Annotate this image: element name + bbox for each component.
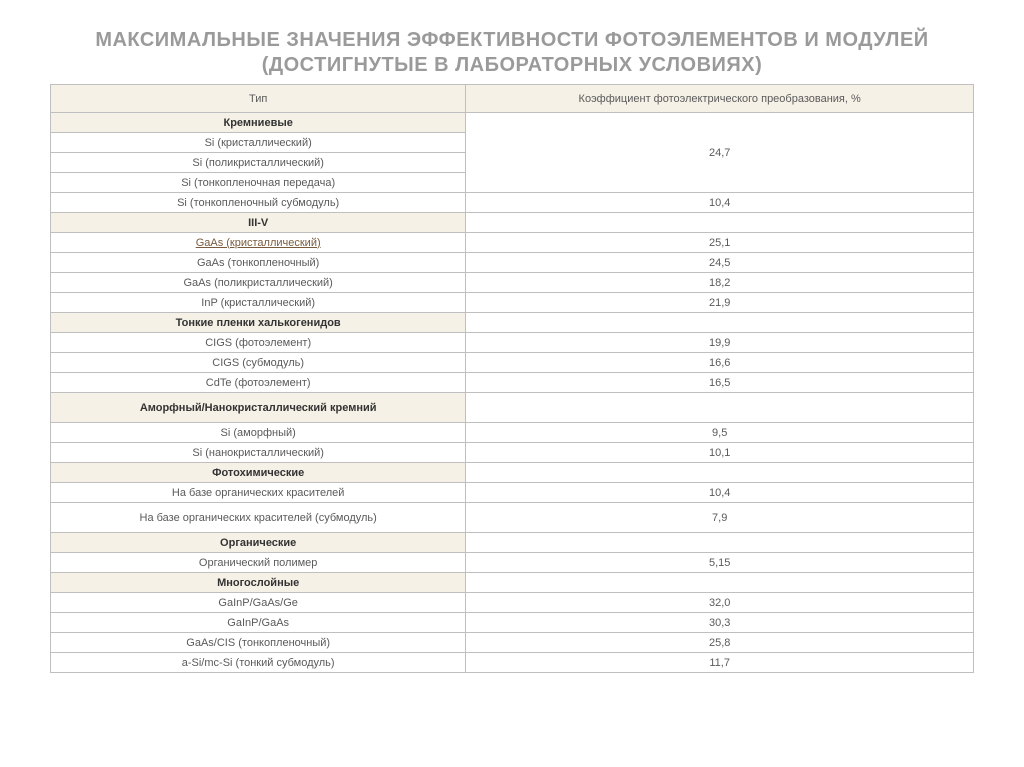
table-row: CIGS (фотоэлемент)19,9	[51, 333, 974, 353]
cell-value: 10,1	[466, 443, 974, 463]
cell-label: GaAs (кристаллический)	[51, 233, 466, 253]
blank-cell	[466, 573, 974, 593]
table-row: Органический полимер5,15	[51, 553, 974, 573]
header-type: Тип	[51, 85, 466, 113]
cell-label: Si (тонкопленочный субмодуль)	[51, 193, 466, 213]
table-row: На базе органических красителей (субмоду…	[51, 503, 974, 533]
blank-cell	[466, 213, 974, 233]
cell-value: 24,5	[466, 253, 974, 273]
cell-label: GaInP/GaAs/Ge	[51, 593, 466, 613]
section-multilayer: Многослойные	[51, 573, 974, 593]
cell-value: 30,3	[466, 613, 974, 633]
section-iii-v: III-V	[51, 213, 974, 233]
section-name: Аморфный/Нанокристаллический кремний	[51, 393, 466, 423]
slide-title: МАКСИМАЛЬНЫЕ ЗНАЧЕНИЯ ЭФФЕКТИВНОСТИ ФОТО…	[50, 28, 974, 78]
cell-label: Si (аморфный)	[51, 423, 466, 443]
slide-container: МАКСИМАЛЬНЫЕ ЗНАЧЕНИЯ ЭФФЕКТИВНОСТИ ФОТО…	[0, 0, 1024, 767]
gaas-link[interactable]: GaAs (кристаллический)	[196, 237, 321, 249]
cell-label: Si (тонкопленочная передача)	[51, 173, 466, 193]
cell-value: 11,7	[466, 653, 974, 673]
section-photochem: Фотохимические	[51, 463, 974, 483]
cell-label: Si (поликристаллический)	[51, 153, 466, 173]
cell-label: На базе органических красителей	[51, 483, 466, 503]
cell-value: 10,4	[466, 193, 974, 213]
cell-label: InP (кристаллический)	[51, 293, 466, 313]
section-organic: Органические	[51, 533, 974, 553]
table-row: Si (нанокристаллический)10,1	[51, 443, 974, 463]
section-name: Многослойные	[51, 573, 466, 593]
cell-label: Si (кристаллический)	[51, 133, 466, 153]
title-line-2: (ДОСТИГНУТЫЕ В ЛАБОРАТОРНЫХ УСЛОВИЯХ)	[262, 54, 763, 76]
table-row: GaInP/GaAs30,3	[51, 613, 974, 633]
cell-label: GaAs/CIS (тонкопленочный)	[51, 633, 466, 653]
cell-label: Si (нанокристаллический)	[51, 443, 466, 463]
table-row: Si (аморфный)9,5	[51, 423, 974, 443]
cell-value: 18,2	[466, 273, 974, 293]
section-name: Тонкие пленки халькогенидов	[51, 313, 466, 333]
efficiency-table: Тип Коэффициент фотоэлектрического преоб…	[50, 84, 974, 673]
cell-label: CIGS (фотоэлемент)	[51, 333, 466, 353]
cell-value: 25,8	[466, 633, 974, 653]
cell-label: GaInP/GaAs	[51, 613, 466, 633]
cell-value: 16,6	[466, 353, 974, 373]
table-row: Si (тонкопленочный субмодуль) 10,4	[51, 193, 974, 213]
blank-cell	[466, 533, 974, 553]
table-row: a-Si/mc-Si (тонкий субмодуль)11,7	[51, 653, 974, 673]
cell-label: На базе органических красителей (субмоду…	[51, 503, 466, 533]
cell-label: Органический полимер	[51, 553, 466, 573]
table-row: CIGS (субмодуль)16,6	[51, 353, 974, 373]
blank-cell	[466, 393, 974, 423]
section-name: Кремниевые	[51, 113, 466, 133]
title-line-1: МАКСИМАЛЬНЫЕ ЗНАЧЕНИЯ ЭФФЕКТИВНОСТИ ФОТО…	[95, 29, 928, 51]
cell-label: CdTe (фотоэлемент)	[51, 373, 466, 393]
cell-label: GaAs (тонкопленочный)	[51, 253, 466, 273]
cell-value: 10,4	[466, 483, 974, 503]
section-amorphous: Аморфный/Нанокристаллический кремний	[51, 393, 974, 423]
table-row: GaAs (тонкопленочный)24,5	[51, 253, 974, 273]
silicon-merged-value: 24,7	[466, 113, 974, 193]
cell-value: 32,0	[466, 593, 974, 613]
table-row: GaInP/GaAs/Ge32,0	[51, 593, 974, 613]
table-row: GaAs (кристаллический) 25,1	[51, 233, 974, 253]
table-row: GaAs (поликристаллический)18,2	[51, 273, 974, 293]
cell-value: 7,9	[466, 503, 974, 533]
table-row: InP (кристаллический)21,9	[51, 293, 974, 313]
table-row: GaAs/CIS (тонкопленочный)25,8	[51, 633, 974, 653]
section-name: Фотохимические	[51, 463, 466, 483]
cell-value: 19,9	[466, 333, 974, 353]
blank-cell	[466, 313, 974, 333]
cell-label: GaAs (поликристаллический)	[51, 273, 466, 293]
blank-cell	[466, 463, 974, 483]
cell-value: 9,5	[466, 423, 974, 443]
cell-value: 21,9	[466, 293, 974, 313]
cell-label: CIGS (субмодуль)	[51, 353, 466, 373]
section-silicon: Кремниевые 24,7	[51, 113, 974, 133]
section-chalcogenide: Тонкие пленки халькогенидов	[51, 313, 974, 333]
section-name: Органические	[51, 533, 466, 553]
cell-label: a-Si/mc-Si (тонкий субмодуль)	[51, 653, 466, 673]
cell-value: 5,15	[466, 553, 974, 573]
table-header-row: Тип Коэффициент фотоэлектрического преоб…	[51, 85, 974, 113]
table-row: CdTe (фотоэлемент)16,5	[51, 373, 974, 393]
cell-value: 16,5	[466, 373, 974, 393]
header-coeff: Коэффициент фотоэлектрического преобразо…	[466, 85, 974, 113]
table-row: На базе органических красителей10,4	[51, 483, 974, 503]
cell-value: 25,1	[466, 233, 974, 253]
section-name: III-V	[51, 213, 466, 233]
